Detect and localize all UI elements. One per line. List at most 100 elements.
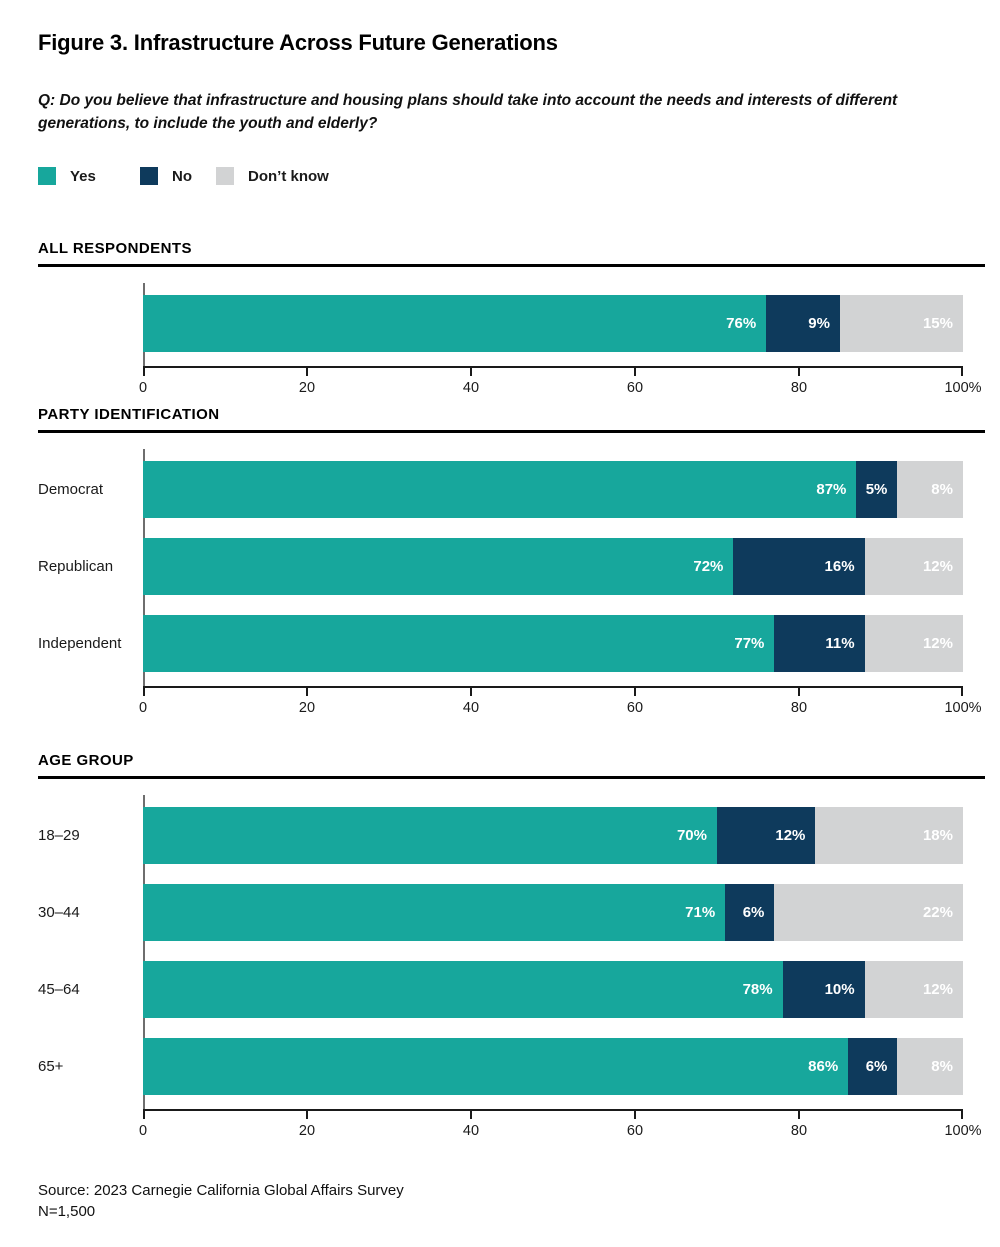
- axis-tick-label: 20: [298, 700, 316, 716]
- bar-row: Democrat 87% 5% 8%: [38, 461, 963, 518]
- bar-value-label: 78%: [742, 981, 773, 998]
- section-title-age-group: AGE GROUP: [38, 752, 134, 769]
- row-label: Independent: [38, 635, 122, 652]
- bar-row: Independent 77% 11% 12%: [38, 615, 963, 672]
- survey-question: Q: Do you believe that infrastructure an…: [38, 92, 898, 132]
- bar-row: 45–64 78% 10% 12%: [38, 961, 963, 1018]
- bar-value-label: 70%: [676, 827, 707, 844]
- bar-value-label: 12%: [922, 635, 953, 652]
- bar-segment-no: 12%: [717, 807, 816, 864]
- legend-label-yes: Yes: [70, 167, 96, 185]
- bar-segment-yes: 76%: [143, 295, 767, 352]
- bar-segment-yes: 71%: [143, 884, 726, 941]
- bar-track: 78% 10% 12%: [143, 961, 963, 1018]
- bar-segment-yes: 87%: [143, 461, 857, 518]
- bar-value-label: 6%: [742, 904, 765, 921]
- bar-value-label: 22%: [922, 904, 953, 921]
- axis-tick-label: 20: [298, 1123, 316, 1139]
- axis-tick-label: 60: [626, 1123, 644, 1139]
- y-axis-line: [143, 795, 145, 1109]
- sample-size: N=1,500: [38, 1203, 96, 1220]
- bar-value-label: 12%: [922, 981, 953, 998]
- bar-track: 86% 6% 8%: [143, 1038, 963, 1095]
- bar-segment-don-t-know: 12%: [864, 615, 963, 672]
- axis-tick-label: 80: [790, 700, 808, 716]
- bar-value-label: 71%: [685, 904, 716, 921]
- axis-tick: [143, 688, 145, 696]
- bar-row: 30–44 71% 6% 22%: [38, 884, 963, 941]
- bar-value-label: 11%: [825, 635, 855, 652]
- bar-segment-don-t-know: 12%: [864, 538, 963, 595]
- axis-tick: [798, 1111, 800, 1119]
- section-rule: [38, 264, 985, 267]
- axis-tick-label: 80: [790, 380, 808, 396]
- row-label: 45–64: [38, 981, 80, 998]
- bar-segment-yes: 78%: [143, 961, 783, 1018]
- axis-tick: [798, 368, 800, 376]
- legend-item-dont-know: Don’t know: [216, 167, 329, 185]
- bar-track: 70% 12% 18%: [143, 807, 963, 864]
- legend-swatch-yes: [38, 167, 56, 185]
- x-axis: 0 20 40 60 80 100%: [139, 366, 982, 406]
- bar-value-label: 86%: [808, 1058, 839, 1075]
- section-rule: [38, 776, 985, 779]
- bar-segment-don-t-know: 22%: [774, 884, 963, 941]
- axis-tick-label: 20: [298, 380, 316, 396]
- bar-segment-don-t-know: 8%: [897, 1038, 963, 1095]
- bar-track: 77% 11% 12%: [143, 615, 963, 672]
- source-line: Source: 2023 Carnegie California Global …: [38, 1182, 404, 1199]
- bar-value-label: 8%: [931, 481, 953, 498]
- bar-row: 65+ 86% 6% 8%: [38, 1038, 963, 1095]
- bar-value-label: 76%: [726, 315, 757, 332]
- axis-tick: [798, 688, 800, 696]
- row-label: [38, 295, 143, 352]
- axis-tick-label: 40: [462, 700, 480, 716]
- axis-tick: [634, 1111, 636, 1119]
- axis-tick-label: 60: [626, 380, 644, 396]
- bar-segment-don-t-know: 12%: [864, 961, 963, 1018]
- section-rule: [38, 430, 985, 433]
- bar-track: 71% 6% 22%: [143, 884, 963, 941]
- axis-tick: [306, 688, 308, 696]
- axis-tick-label: 80: [790, 1123, 808, 1139]
- section-title-all-respondents: ALL RESPONDENTS: [38, 240, 192, 257]
- bar-value-label: 15%: [922, 315, 953, 332]
- section-all-respondents: ALL RESPONDENTS 76% 9% 15% 0 20 40 60 80 100%: [38, 240, 985, 406]
- bar-track: 76% 9% 15%: [143, 295, 963, 352]
- axis-tick: [306, 368, 308, 376]
- bar-segment-yes: 86%: [143, 1038, 849, 1095]
- axis-tick-label: 0: [138, 1123, 148, 1139]
- legend-swatch-dont-know: [216, 167, 234, 185]
- source-note: Source: 2023 Carnegie California Global …: [38, 1180, 404, 1222]
- axis-tick: [961, 368, 963, 376]
- section-age-group: AGE GROUP 18–29 70% 12% 18% 30–44 71% 6% 22% 45–…: [38, 752, 985, 1149]
- bar-value-label: 6%: [865, 1058, 888, 1075]
- bar-value-label: 87%: [816, 481, 847, 498]
- bar-segment-no: 11%: [774, 615, 865, 672]
- bar-group: Democrat 87% 5% 8% Republican 72% 16% 12% Indepe…: [38, 449, 963, 686]
- bar-segment-no: 16%: [733, 538, 865, 595]
- bar-value-label: 10%: [824, 981, 855, 998]
- bar-value-label: 5%: [865, 481, 888, 498]
- row-label: Republican: [38, 558, 114, 575]
- bar-value-label: 9%: [808, 315, 830, 332]
- legend: Yes No Don’t know: [38, 167, 438, 187]
- axis-tick: [143, 1111, 145, 1119]
- legend-swatch-no: [140, 167, 158, 185]
- row-label: Democrat: [38, 481, 104, 498]
- bar-segment-don-t-know: 18%: [815, 807, 963, 864]
- legend-item-yes: Yes: [38, 167, 96, 185]
- bar-track: 87% 5% 8%: [143, 461, 963, 518]
- legend-label-no: No: [172, 167, 192, 185]
- section-party-identification: PARTY IDENTIFICATION Democrat 87% 5% 8% Repu…: [38, 406, 985, 726]
- axis-tick: [961, 688, 963, 696]
- bar-group: 76% 9% 15%: [38, 283, 963, 366]
- bar-segment-yes: 77%: [143, 615, 775, 672]
- bar-segment-yes: 72%: [143, 538, 734, 595]
- bar-row: Republican 72% 16% 12%: [38, 538, 963, 595]
- axis-tick-label: 100%: [944, 1123, 982, 1139]
- bar-segment-yes: 70%: [143, 807, 717, 864]
- legend-item-no: No: [140, 167, 192, 185]
- bar-row: 76% 9% 15%: [38, 295, 963, 352]
